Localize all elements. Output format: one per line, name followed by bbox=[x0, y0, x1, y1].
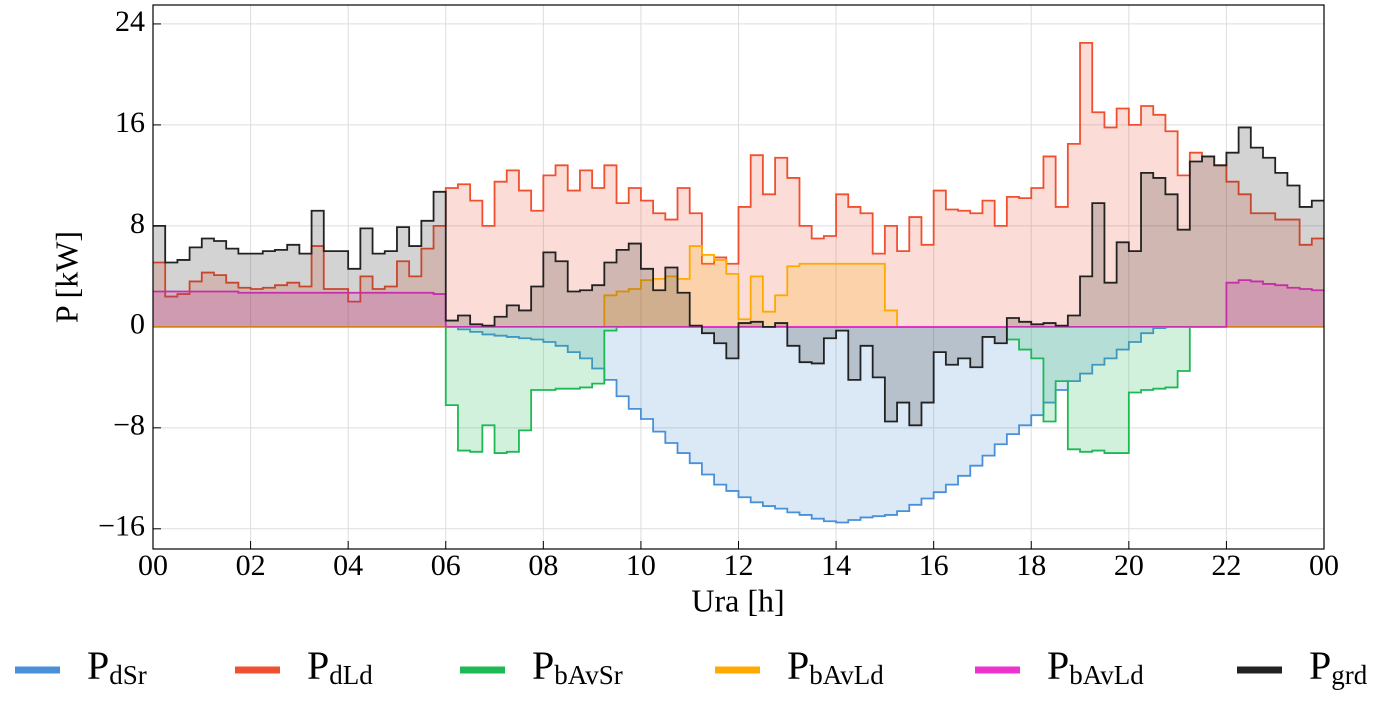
y-tick-label: 0 bbox=[130, 308, 145, 341]
x-tick-label: 16 bbox=[919, 549, 949, 582]
plot-frame bbox=[152, 4, 1325, 550]
x-tick-label: 10 bbox=[626, 549, 656, 582]
legend-label: Pgrd bbox=[1309, 643, 1368, 690]
x-tick-label: 22 bbox=[1211, 549, 1241, 582]
area bbox=[153, 326, 1324, 523]
step-line bbox=[153, 325, 1324, 524]
legend-label: PdLd bbox=[307, 643, 373, 690]
x-tick-label: 00 bbox=[1309, 549, 1339, 582]
y-tick-label: −8 bbox=[113, 409, 145, 442]
x-tick-label: 20 bbox=[1114, 549, 1144, 582]
y-tick-label: 8 bbox=[130, 207, 145, 240]
x-axis-label: Ura [h] bbox=[691, 582, 784, 618]
x-tick-label: 08 bbox=[528, 549, 558, 582]
legend-label: PdSr bbox=[87, 643, 147, 690]
legend-label: PbAvLd bbox=[787, 643, 884, 690]
x-tick-label: 02 bbox=[236, 549, 266, 582]
y-tick-label: −16 bbox=[98, 510, 145, 543]
legend-label: PbAvSr bbox=[532, 643, 623, 690]
x-tick-label: 06 bbox=[431, 549, 461, 582]
step-line bbox=[153, 41, 1324, 303]
y-tick-label: 16 bbox=[115, 106, 145, 139]
x-tick-label: 14 bbox=[821, 549, 851, 582]
x-tick-label: 12 bbox=[724, 549, 754, 582]
x-tick-label: 18 bbox=[1016, 549, 1046, 582]
y-tick-label: 24 bbox=[115, 5, 145, 38]
y-axis-label: P [kW] bbox=[48, 231, 84, 323]
step-line bbox=[153, 126, 1324, 427]
x-tick-label: 00 bbox=[138, 549, 168, 582]
legend-label: PbAvLd bbox=[1047, 643, 1144, 690]
x-tick-label: 04 bbox=[333, 549, 363, 582]
